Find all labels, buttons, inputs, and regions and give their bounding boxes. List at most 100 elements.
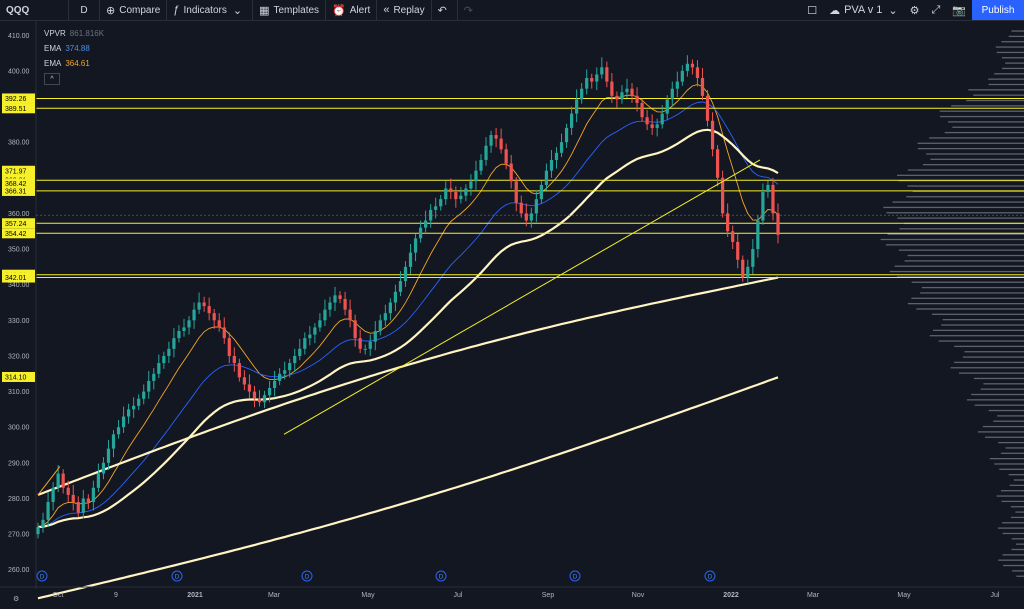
volume-bar [921,286,1024,289]
volume-bar [898,249,1024,251]
price-label-badge [2,165,35,176]
candle-body [690,63,695,68]
redo-button[interactable]: ↷ [458,0,483,20]
price-axis-bg [0,21,36,589]
volume-bar [962,356,1024,358]
grid-icon: ▦ [259,4,270,17]
candle-body [56,473,60,488]
volume-bar [916,308,1024,310]
candle-body [756,220,760,250]
candle-body [700,78,705,96]
templates-button[interactable]: ▦ Templates [253,0,327,20]
candle-body [630,88,634,96]
volume-bar [996,495,1024,497]
price-tick-label: 380.00 [8,140,30,147]
settings-button[interactable]: ⚙ [904,0,926,20]
volume-bar [885,244,1024,246]
trendlines [37,159,761,496]
volume-bar [1008,35,1024,38]
price-chart[interactable]: 260.00 270.00 280.00 290.00 300.00 310.00 320.… [0,21,1024,609]
undo-button[interactable]: ↶ [432,0,458,20]
volume-bar [1011,538,1024,540]
candle-body [761,192,765,221]
volume-bar [906,196,1024,198]
volume-bar [944,131,1024,134]
chevron-down-icon: ⌄ [888,4,898,17]
candle-body [162,355,166,364]
volume-bar [1011,30,1024,32]
legend-ema-2[interactable]: EMA 364.61 [44,56,104,71]
candle-body [283,370,287,374]
candle-body [680,70,684,82]
candle-body [91,487,95,503]
volume-bar [968,89,1024,91]
volume-bar [1010,506,1024,508]
volume-bar [974,404,1024,406]
candle-body [328,302,332,310]
candle-body [610,81,614,96]
candle-body [559,142,564,153]
candle-body [111,434,116,449]
candle-body [167,348,171,356]
volume-bar [1016,575,1024,577]
snapshot-button[interactable]: 📷 [946,0,972,20]
candle-body [333,295,337,303]
price-label-badge [2,371,35,382]
candle-body [308,334,312,339]
volume-bar [942,319,1024,321]
symbol-search[interactable]: QQQ [0,0,69,20]
candle-body [101,462,106,474]
price-label-badge [2,272,35,283]
expand-button[interactable]: ⤢ [925,0,946,20]
price-label-text: 366.31 [5,188,27,195]
candle-body [343,298,347,310]
candle-body [544,170,549,185]
candle-body [625,88,629,93]
indicators-label: Indicators [183,4,227,16]
candle-body [580,88,584,100]
candle-body [514,181,518,203]
candle-body [137,398,141,406]
price-label-badge [2,93,35,104]
publish-button[interactable]: Publish [972,0,1024,20]
replay-button[interactable]: «Replay [377,0,432,20]
legend-collapse-button[interactable]: ^ [44,73,60,85]
candle-body [116,427,121,435]
candle-body [237,363,241,378]
alert-button[interactable]: ⏰ Alert [326,0,378,20]
price-label-badge [2,218,35,229]
volume-profile [880,30,1024,577]
candle-body [439,199,443,207]
volume-bar [989,457,1024,460]
volume-bar [984,436,1024,438]
alarm-clock-icon: ⏰ [332,4,346,17]
candle-body [66,487,70,495]
indicators-button[interactable]: ƒ Indicators ⌄ [167,0,254,20]
legend-vpvr[interactable]: VPVR 861.816K [44,26,104,41]
candle-body [76,502,80,513]
price-label-text: 357.24 [5,221,27,228]
candle-body [650,124,654,128]
legend-ema-1[interactable]: EMA 374.88 [44,41,104,56]
ema-blue-line [37,101,779,528]
candle-body [61,473,65,488]
candle-body [721,177,725,214]
candle-body [746,266,750,278]
volume-bar [973,94,1024,96]
ma-white-line-mid [37,276,779,496]
candle-body [202,302,206,307]
volume-bar [931,313,1024,315]
compare-button[interactable]: ⊕ Compare [100,0,168,20]
candle-body [418,227,423,239]
candle-body [323,309,327,321]
fullscreen-toggle[interactable]: ☐ [801,0,823,20]
candle-body [252,391,257,399]
chevron-down-icon: ⌄ [232,4,243,17]
interval-button[interactable]: D [69,0,100,20]
volume-bar [999,468,1024,470]
candle-body [197,302,201,310]
volume-bar [988,409,1024,412]
volume-bar [980,388,1024,390]
layout-button[interactable]: ☁ PVA v 1 ⌄ [823,0,904,20]
